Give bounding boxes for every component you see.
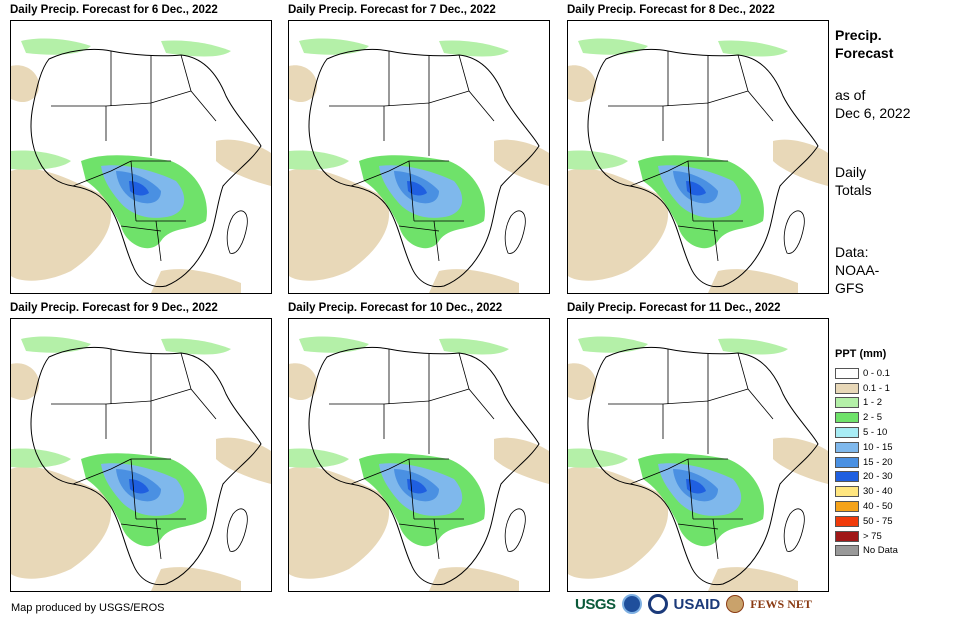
legend-item: 15 - 20 — [835, 455, 898, 470]
precip-map-dec7 — [288, 20, 550, 294]
legend-label: 30 - 40 — [863, 486, 893, 498]
data-line3: GFS — [835, 280, 864, 296]
legend-item: > 75 — [835, 529, 898, 544]
side-title-line1: Precip. — [835, 27, 882, 43]
data-line1: Data: — [835, 244, 869, 260]
legend-item: 2 - 5 — [835, 410, 898, 425]
precip-map-dec8 — [567, 20, 829, 294]
legend-swatch — [835, 501, 859, 513]
panel-title: Daily Precip. Forecast for 9 Dec., 2022 — [10, 302, 218, 314]
totals-note: Daily Totals — [835, 163, 872, 199]
legend-label: 50 - 75 — [863, 515, 893, 527]
legend-label: 2 - 5 — [863, 412, 883, 424]
legend-swatch — [835, 441, 859, 453]
map-credit: Map produced by USGS/EROS — [11, 602, 165, 614]
legend-label: 0.1 - 1 — [863, 382, 890, 394]
data-source: Data: NOAA- GFS — [835, 243, 879, 297]
legend-item: No Data — [835, 544, 898, 559]
legend-swatch — [835, 471, 859, 483]
precip-map-dec6 — [10, 20, 272, 294]
as-of-label: as of — [835, 87, 866, 103]
legend-swatch — [835, 486, 859, 498]
fews-globe-icon — [726, 595, 745, 613]
legend-swatch — [835, 412, 859, 424]
fews-net-logo: FEWS NET — [750, 596, 812, 611]
legend-label: 10 - 15 — [863, 441, 893, 453]
legend-item: 0.1 - 1 — [835, 381, 898, 396]
legend-item: 0 - 0.1 — [835, 366, 898, 381]
panel-title: Daily Precip. Forecast for 8 Dec., 2022 — [567, 4, 775, 16]
panel-title: Daily Precip. Forecast for 10 Dec., 2022 — [288, 302, 503, 314]
legend-label: 0 - 0.1 — [863, 367, 890, 379]
legend-label: 20 - 30 — [863, 471, 893, 483]
as-of-value: Dec 6, 2022 — [835, 105, 911, 121]
totals-line2: Totals — [835, 182, 872, 198]
legend: PPT (mm) 0 - 0.1 0.1 - 1 1 - 2 2 - 5 5 - 10 1… — [835, 348, 898, 558]
precip-map-dec10 — [288, 318, 550, 592]
usgs-logo: USGS — [575, 595, 616, 613]
legend-rows: 0 - 0.1 0.1 - 1 1 - 2 2 - 5 5 - 10 10 - 15 15 … — [835, 366, 898, 558]
as-of-date: as of Dec 6, 2022 — [835, 86, 911, 122]
data-line2: NOAA- — [835, 262, 880, 278]
legend-item: 50 - 75 — [835, 514, 898, 529]
legend-swatch — [835, 515, 859, 527]
panel-title: Daily Precip. Forecast for 6 Dec., 2022 — [10, 4, 218, 16]
legend-swatch — [835, 545, 859, 557]
legend-item: 20 - 30 — [835, 470, 898, 485]
legend-label: 40 - 50 — [863, 501, 893, 513]
legend-swatch — [835, 382, 859, 394]
noaa-logo-icon — [621, 594, 642, 614]
legend-label: 15 - 20 — [863, 456, 893, 468]
legend-item: 5 - 10 — [835, 425, 898, 440]
legend-item: 40 - 50 — [835, 499, 898, 514]
legend-title: PPT (mm) — [835, 348, 887, 360]
legend-label: No Data — [863, 545, 898, 557]
legend-swatch — [835, 367, 859, 379]
side-title: Precip. Forecast — [835, 26, 893, 62]
legend-swatch — [835, 427, 859, 439]
panel-title: Daily Precip. Forecast for 11 Dec., 2022 — [567, 302, 781, 314]
legend-swatch — [835, 530, 859, 542]
legend-label: > 75 — [863, 530, 882, 542]
totals-line1: Daily — [835, 164, 867, 180]
legend-label: 5 - 10 — [863, 427, 888, 439]
side-title-line2: Forecast — [835, 45, 894, 61]
panel-title: Daily Precip. Forecast for 7 Dec., 2022 — [288, 4, 496, 16]
legend-swatch — [835, 397, 859, 409]
usaid-seal-icon — [647, 594, 668, 614]
precip-map-dec9 — [10, 318, 272, 592]
usaid-logo: USAID — [673, 595, 721, 613]
legend-item: 30 - 40 — [835, 484, 898, 499]
logos: USGS USAID FEWS NET — [575, 594, 812, 614]
legend-swatch — [835, 456, 859, 468]
legend-label: 1 - 2 — [863, 397, 883, 409]
precip-map-dec11 — [567, 318, 829, 592]
legend-item: 10 - 15 — [835, 440, 898, 455]
legend-item: 1 - 2 — [835, 396, 898, 411]
